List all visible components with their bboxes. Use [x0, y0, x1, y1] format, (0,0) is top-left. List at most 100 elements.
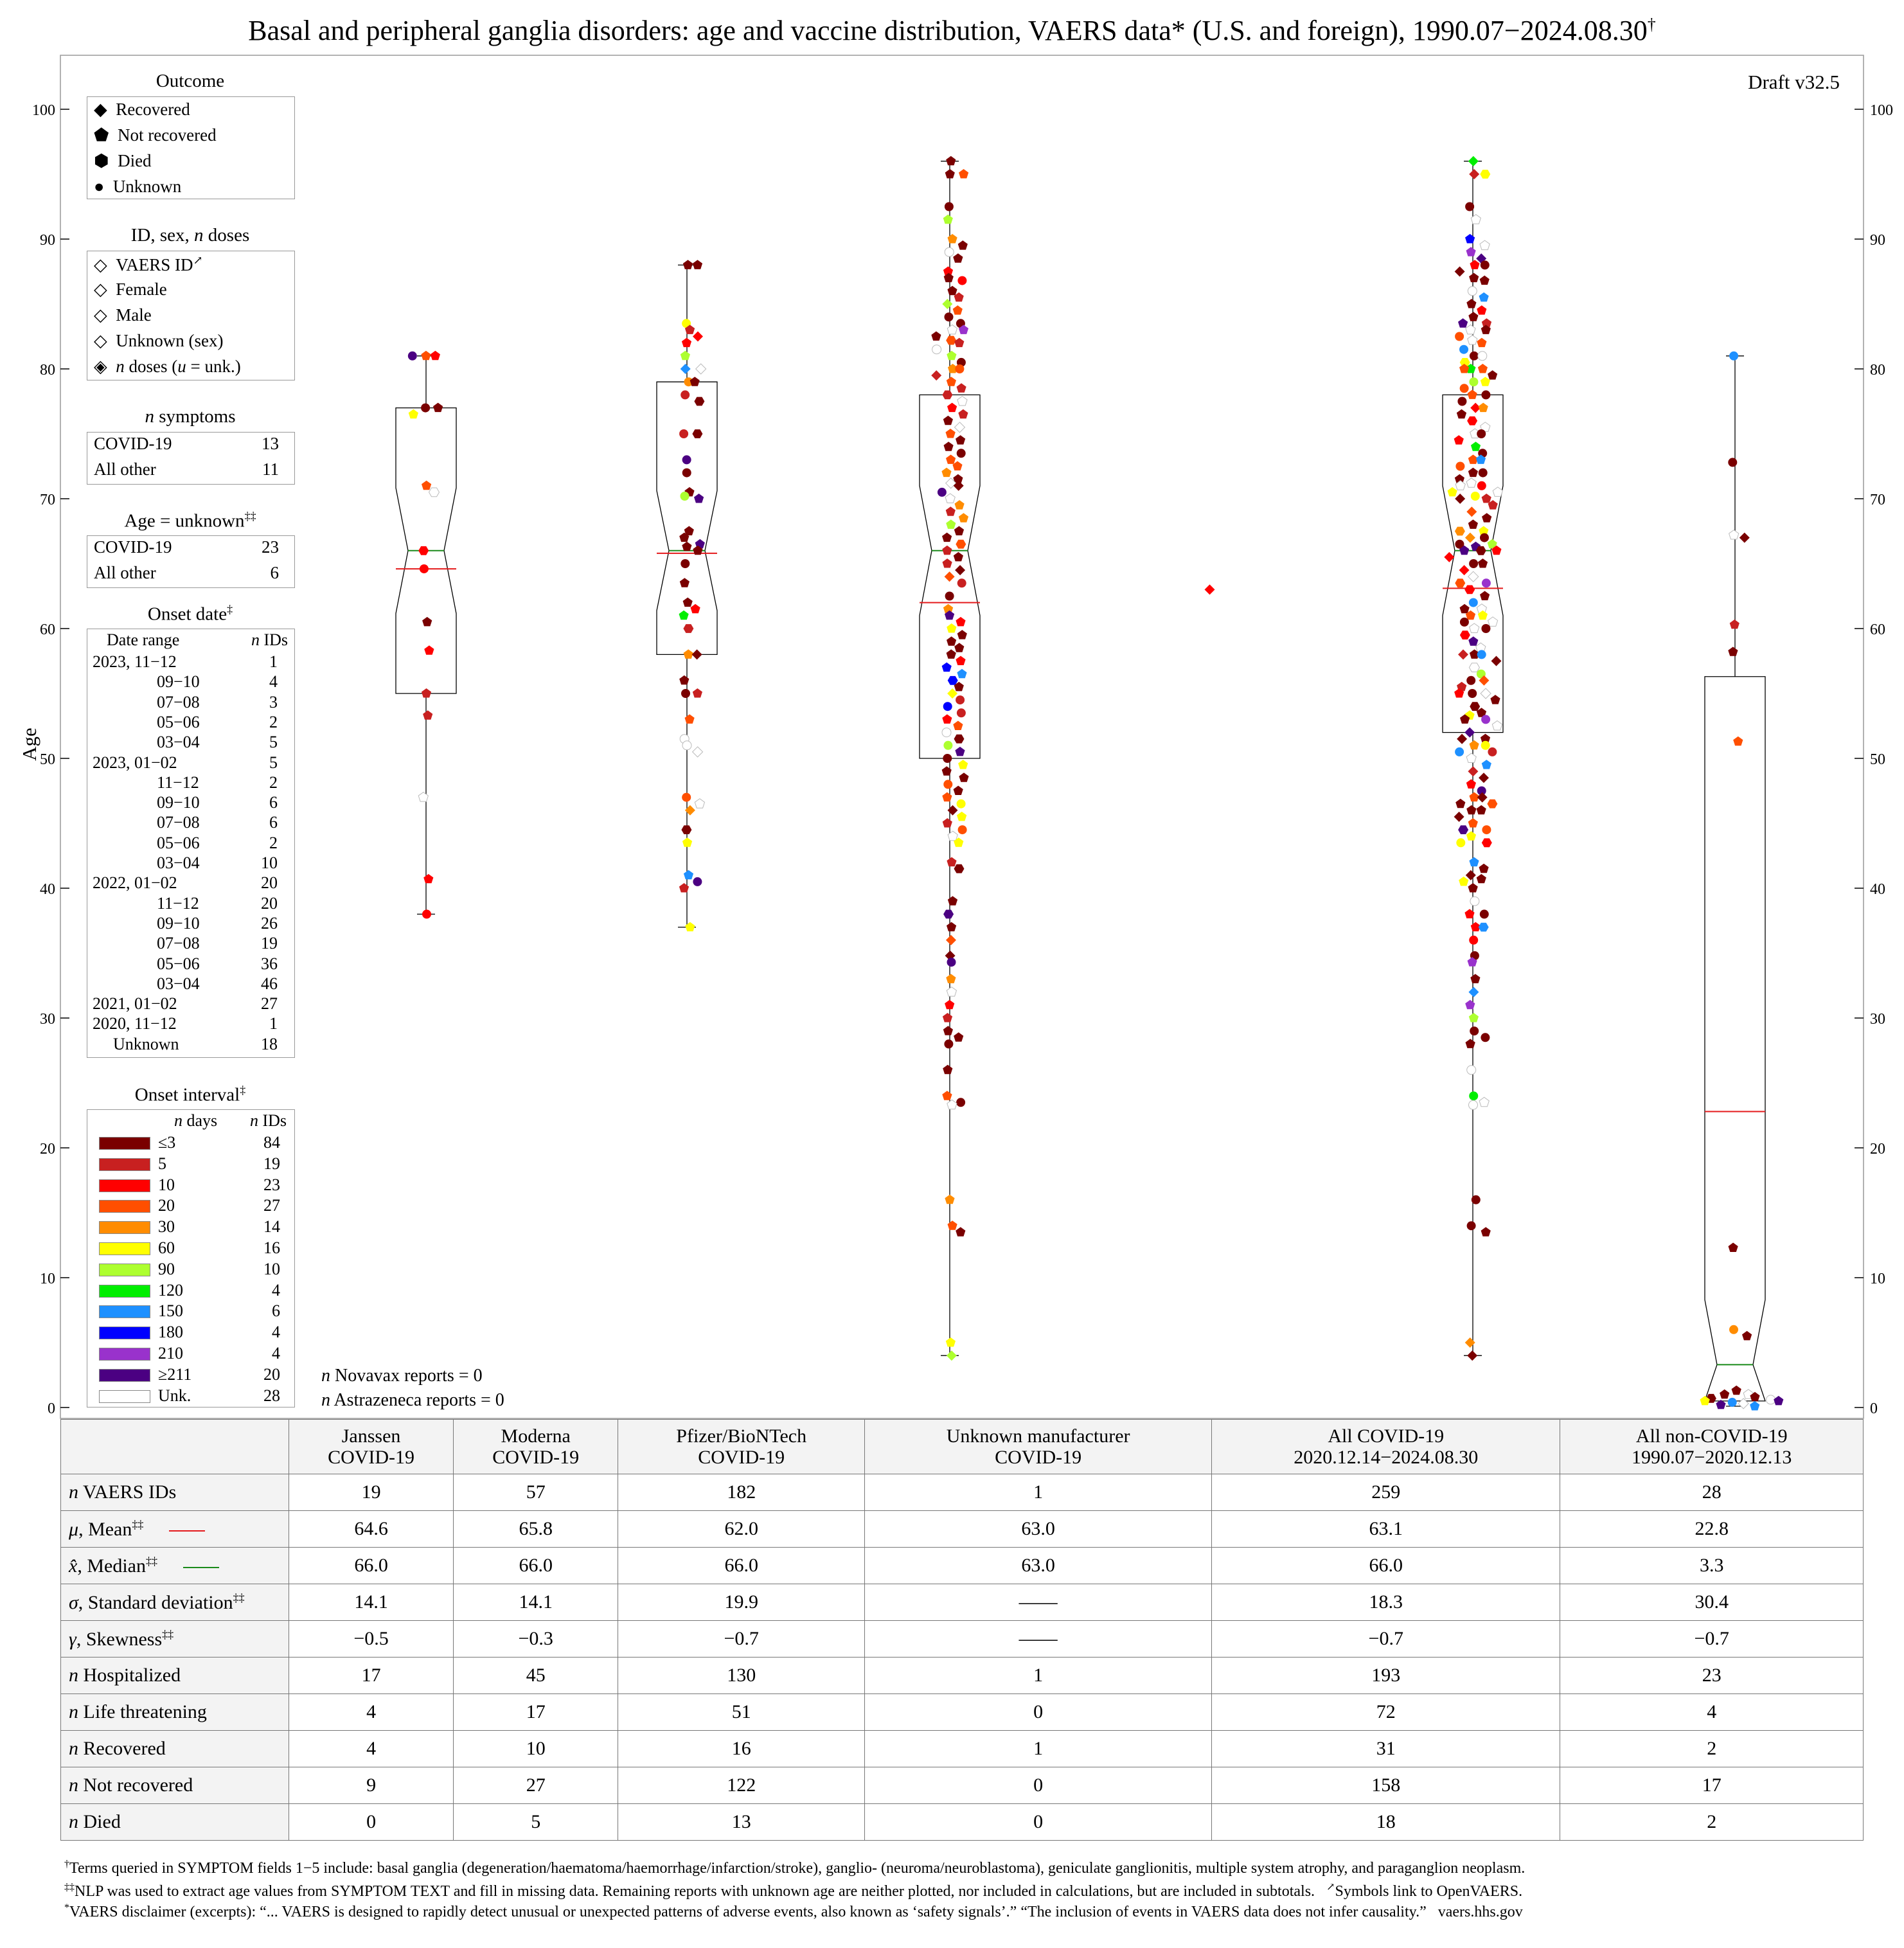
point-not-recovered	[1476, 873, 1486, 884]
point-not-recovered	[958, 409, 968, 419]
point-not-recovered	[1465, 610, 1476, 620]
point-unknown-outcome	[943, 740, 953, 750]
stats-cell: −0.3	[453, 1620, 619, 1658]
point-not-recovered	[954, 526, 965, 535]
onset-date-count: 20	[261, 893, 278, 913]
point-recovered	[1468, 156, 1479, 166]
point-not-recovered	[692, 260, 703, 269]
point-not-recovered	[1468, 1013, 1479, 1023]
point-not-recovered	[1475, 454, 1486, 464]
point-not-recovered	[1454, 474, 1464, 484]
point-not-recovered	[692, 688, 702, 698]
point-recovered	[1204, 584, 1215, 595]
onset-interval-count: 23	[263, 1175, 280, 1194]
onset-interval-count: 10	[263, 1259, 280, 1278]
legend-vaers-id: ◇ VAERS ID↗	[94, 254, 203, 274]
legend-onset-date: Date range n IDs 2023, 11−12 1 09−10 4 07−08…	[87, 629, 295, 1058]
point-died	[954, 734, 965, 744]
point-not-recovered	[1454, 435, 1464, 445]
point-not-recovered	[1465, 1039, 1475, 1048]
point-died	[1478, 922, 1489, 932]
onset-date-range: 2022, 01−02	[93, 873, 177, 893]
point-not-recovered	[1469, 649, 1480, 659]
point-not-recovered	[1477, 337, 1487, 348]
point-recovered	[1444, 551, 1455, 562]
unknown-sex-icon: ◇	[94, 331, 107, 350]
point-not-recovered	[1479, 240, 1490, 251]
point-recovered	[1470, 402, 1481, 413]
point-not-recovered	[1774, 1395, 1784, 1406]
point-not-recovered	[685, 922, 695, 932]
y-tick-label-left: 40	[40, 881, 55, 898]
point-not-recovered	[1468, 454, 1479, 464]
point-unknown-outcome	[419, 564, 429, 574]
onset-interval-days: 20	[158, 1196, 175, 1215]
point-not-recovered	[679, 610, 689, 620]
point-recovered	[1468, 766, 1479, 777]
stats-cell: −0.5	[288, 1620, 454, 1658]
point-recovered	[1467, 571, 1479, 582]
point-not-recovered	[1477, 364, 1488, 373]
stats-cell: 30.4	[1560, 1584, 1864, 1621]
point-died	[1467, 416, 1478, 425]
stats-row-label: n Recovered	[60, 1730, 289, 1767]
point-not-recovered	[1488, 500, 1498, 510]
point-recovered	[946, 934, 956, 945]
point-not-recovered	[433, 402, 443, 413]
point-not-recovered	[679, 578, 690, 587]
point-not-recovered	[953, 253, 963, 263]
stats-cell: 66.0	[1211, 1547, 1561, 1584]
point-unknown-outcome	[944, 312, 954, 322]
legend-symptoms-title: n symptoms	[145, 406, 236, 427]
stats-cell: 27	[453, 1767, 619, 1804]
point-not-recovered	[423, 710, 433, 720]
point-not-recovered	[1469, 857, 1479, 867]
footnote-nlp: ‡‡NLP was used to extract age values fro…	[64, 1882, 1523, 1900]
point-unknown-outcome	[956, 695, 965, 705]
stats-cell: 18	[1211, 1803, 1561, 1841]
box	[656, 381, 718, 656]
point-not-recovered	[422, 480, 432, 490]
point-not-recovered	[947, 1220, 957, 1230]
point-unknown-outcome	[941, 728, 952, 738]
stats-cell: 5	[453, 1803, 619, 1841]
onset-interval-days: ≥211	[158, 1364, 192, 1384]
point-not-recovered	[941, 766, 952, 776]
point-not-recovered	[1491, 545, 1502, 555]
point-not-recovered	[690, 377, 700, 386]
point-not-recovered	[942, 714, 952, 724]
point-unknown-outcome	[682, 740, 692, 751]
onset-date-range: 09−10	[157, 913, 200, 933]
stats-row: x̂, Median‡‡ 66.0 66.0 66.0 63.0 66.0 3.3	[60, 1547, 1864, 1584]
stats-cell: 158	[1211, 1767, 1561, 1804]
circle-icon: ●	[94, 177, 105, 196]
stats-cell: 0	[288, 1803, 454, 1841]
stats-cell: 63.0	[864, 1547, 1213, 1584]
legend-onset-interval-title: Onset interval‡	[134, 1084, 246, 1105]
point-not-recovered	[679, 532, 690, 542]
onset-date-count: 6	[269, 793, 278, 812]
stats-cell: 65.8	[453, 1510, 619, 1548]
point-recovered	[1465, 870, 1476, 880]
point-unknown-outcome	[1466, 1221, 1476, 1231]
stats-cell: 122	[618, 1767, 866, 1804]
point-not-recovered	[954, 837, 964, 847]
y-tick-label-left: 80	[40, 362, 55, 379]
point-not-recovered	[1479, 526, 1489, 535]
point-recovered	[693, 331, 703, 342]
y-tick-label-right: 0	[1870, 1400, 1878, 1417]
stats-cell: 28	[1560, 1474, 1864, 1511]
onset-date-count: 27	[261, 994, 278, 1014]
stats-row: n Life threatening 4 17 51 0 72 4	[60, 1693, 1864, 1731]
onset-interval-count: 16	[263, 1238, 280, 1257]
male-icon: ◇	[94, 305, 107, 325]
point-not-recovered	[1729, 619, 1739, 629]
col-pfizer: Pfizer/BioNTech COVID-19	[618, 1419, 866, 1474]
stats-cell: 130	[618, 1657, 866, 1694]
y-tick-label-left: 30	[40, 1011, 55, 1028]
point-not-recovered	[945, 169, 955, 179]
onset-date-range: 03−04	[157, 733, 200, 752]
legend-age-unknown: COVID-19 23 All other 6	[87, 535, 295, 588]
onset-interval-swatch	[99, 1327, 150, 1340]
point-died	[954, 864, 965, 873]
